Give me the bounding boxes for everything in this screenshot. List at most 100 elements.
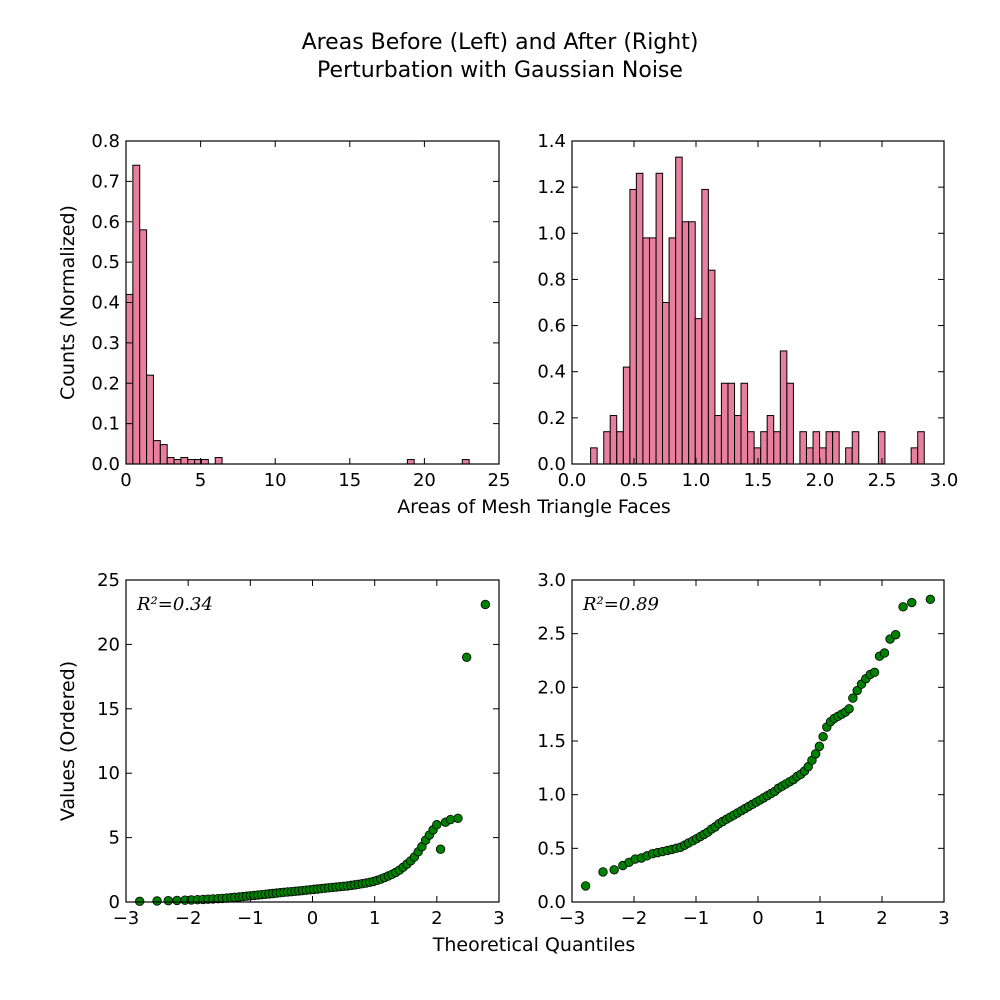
- histogram-bar: [642, 237, 650, 465]
- x-tick-label: 20: [413, 470, 436, 491]
- qq-point: [461, 652, 472, 662]
- y-tick-label: 0.0: [537, 892, 566, 913]
- histogram-bar: [200, 459, 209, 465]
- histogram-bar: [609, 415, 618, 465]
- panel-top-left: 0 5 10 15 20 25 0.0 0.1 0.2 0.3 0.4 0.5 0.6 0.7 0.8 Cou…: [57, 131, 510, 491]
- histogram-bar: [681, 221, 690, 465]
- x-tick-label: 2: [431, 908, 442, 929]
- y-tick-label: 0.2: [91, 373, 120, 394]
- histogram-bar: [773, 431, 781, 465]
- x-tick-label: 1: [814, 908, 825, 929]
- x-tick-label: −1: [237, 908, 264, 929]
- histogram-bar: [662, 302, 670, 465]
- histogram-x-axis-label: Areas of Mesh Triangle Faces: [397, 496, 671, 518]
- histogram-bar: [173, 459, 182, 465]
- y-tick-label: 20: [97, 634, 120, 655]
- histogram-bar: [166, 457, 175, 465]
- qq-point: [480, 599, 491, 610]
- qq-point: [907, 597, 917, 608]
- histogram-bar: [152, 440, 161, 465]
- y-tick-label: 25: [97, 570, 120, 591]
- y-tick-label: 0.8: [537, 269, 566, 290]
- y-tick-label: 2.0: [537, 677, 566, 698]
- x-tick-label: 0: [307, 908, 318, 929]
- qq-point: [818, 732, 828, 742]
- y-tick-label: 0: [109, 892, 120, 913]
- x-tick-label: −1: [683, 908, 710, 929]
- y-tick-label: 0.3: [91, 333, 120, 354]
- histogram-bar: [603, 431, 611, 465]
- qq-point: [844, 704, 854, 714]
- x-tick-label: 2.5: [868, 470, 897, 491]
- x-tick-label: 3: [938, 908, 949, 929]
- y-axis-label: Counts (Normalized): [57, 205, 79, 400]
- histogram-bar: [812, 431, 821, 465]
- histogram-bar: [132, 164, 141, 465]
- y-tick-label: 0.2: [537, 408, 566, 429]
- panel-top-right: 0.0 0.5 1.0 1.5 2.0 2.5 3.0 0.0 0.2 0.4 0.6 0.8 1.0 1…: [537, 131, 958, 491]
- histogram-bar: [688, 221, 696, 465]
- y-tick-label: 0.1: [91, 414, 120, 435]
- histogram-bar: [766, 415, 775, 465]
- r-squared-annotation: R²=0.89: [582, 594, 659, 615]
- histogram-bar: [832, 431, 840, 465]
- y-tick-label: 0.4: [91, 293, 120, 314]
- qq-point: [163, 896, 173, 906]
- y-tick-label: 3.0: [537, 570, 566, 591]
- histogram-bar: [753, 447, 762, 465]
- figure-title-line-1: Areas Before (Left) and After (Right): [302, 30, 699, 55]
- histogram-bar: [668, 237, 677, 465]
- x-tick-label: 0.0: [558, 470, 587, 491]
- histogram-bar: [740, 382, 749, 465]
- histogram-bar: [214, 457, 223, 465]
- axes-frame: [125, 140, 500, 465]
- histogram-bar: [146, 374, 154, 465]
- r-squared-annotation: R²=0.34: [136, 594, 213, 615]
- axes-frame: [125, 579, 500, 903]
- histogram-bar: [720, 382, 729, 465]
- x-tick-label: −2: [175, 908, 202, 929]
- x-tick-label: −2: [621, 908, 648, 929]
- histogram-bar: [910, 447, 919, 465]
- histogram-bar: [635, 172, 644, 465]
- histogram-bar: [622, 366, 631, 465]
- x-tick-label: 3.0: [930, 470, 959, 491]
- x-tick-label: 0: [120, 470, 131, 491]
- histogram-bar: [747, 431, 755, 465]
- y-tick-label: 0.6: [537, 316, 566, 337]
- histogram-bar: [779, 350, 788, 465]
- y-tick-label: 1.0: [537, 785, 566, 806]
- histogram-bar: [734, 415, 742, 465]
- histogram-bar: [655, 172, 664, 465]
- y-axis-label: Values (Ordered): [57, 661, 79, 821]
- y-tick-label: 0.0: [537, 454, 566, 475]
- qq-point: [890, 630, 901, 640]
- y-tick-label: 0.6: [91, 212, 120, 233]
- histogram-bar: [707, 269, 716, 465]
- x-tick-label: 5: [195, 470, 206, 491]
- qq-point: [172, 895, 182, 906]
- y-tick-label: 2.5: [537, 624, 566, 645]
- qq-point: [453, 813, 463, 823]
- axes-frame: [571, 579, 945, 903]
- y-tick-label: 15: [97, 699, 120, 720]
- histogram-bar: [799, 431, 807, 465]
- x-tick-label: 2: [876, 908, 887, 929]
- x-tick-label: 0.5: [620, 470, 649, 491]
- x-tick-label: −3: [559, 908, 586, 929]
- qq-point: [810, 749, 821, 759]
- qq-point: [152, 896, 162, 906]
- histogram-bar: [714, 415, 722, 465]
- histogram-bar: [616, 431, 624, 465]
- y-tick-label: 0.8: [91, 131, 120, 152]
- y-tick-label: 1.5: [537, 731, 566, 752]
- qq-point: [879, 648, 890, 658]
- y-tick-label: 0.7: [91, 171, 120, 192]
- x-tick-label: 1: [369, 908, 380, 929]
- qq-point: [848, 693, 858, 703]
- qq-point: [925, 594, 936, 605]
- x-tick-label: 15: [338, 470, 361, 491]
- qq-point: [852, 685, 862, 696]
- qq-point: [814, 741, 825, 752]
